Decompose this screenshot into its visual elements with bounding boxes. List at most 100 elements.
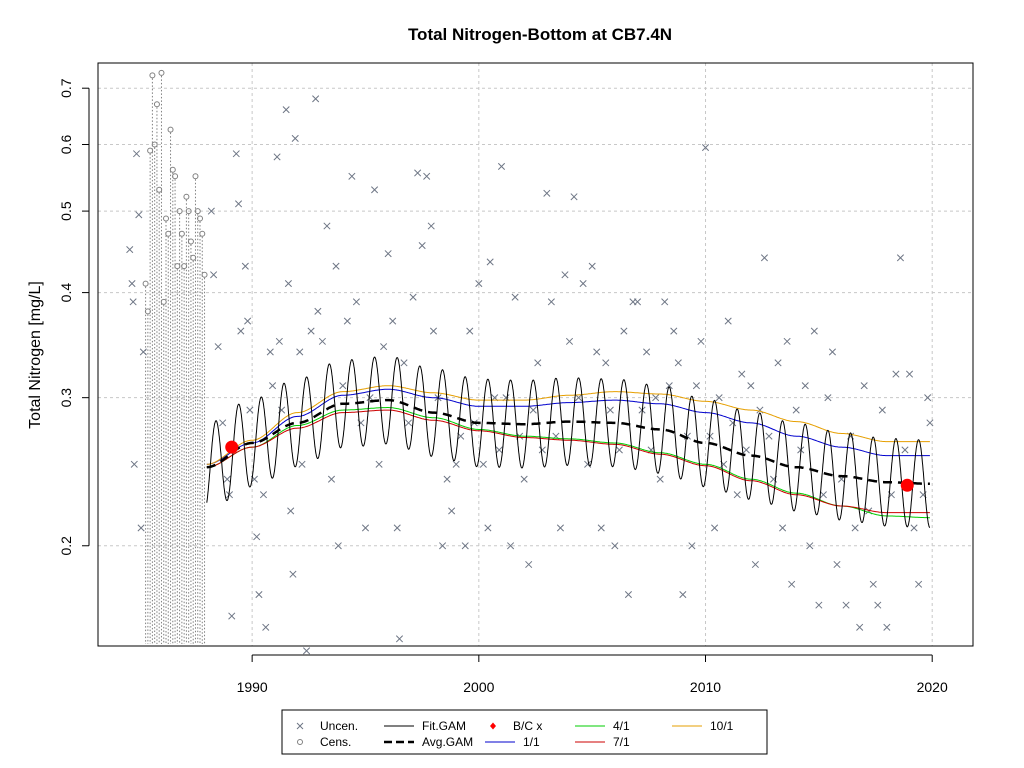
uncensored-point: [688, 542, 696, 550]
censored-point: [147, 147, 154, 154]
uncensored-point: [327, 475, 336, 483]
uncensored-point: [584, 460, 592, 468]
uncensored-point: [232, 150, 240, 158]
uncensored-point: [896, 254, 905, 262]
uncensored-point: [606, 406, 614, 414]
avg-gam-line: [206, 398, 930, 486]
uncensored-point: [842, 601, 850, 609]
uncensored-point: [869, 580, 877, 588]
flow-line-1-1: [206, 388, 930, 465]
uncensored-point: [241, 262, 249, 270]
uncensored-point: [747, 382, 755, 390]
uncensored-point: [656, 475, 664, 483]
legend-label: B/C x: [513, 719, 542, 733]
uncensored-point: [733, 491, 741, 499]
uncensored-point: [665, 382, 673, 390]
uncensored-point: [611, 542, 619, 550]
uncensored-point: [774, 359, 782, 367]
uncensored-point: [302, 647, 311, 655]
uncensored-point: [711, 524, 719, 532]
uncensored-point: [878, 406, 886, 414]
uncensored-point: [788, 580, 796, 588]
uncensored-point: [538, 446, 546, 454]
uncensored-point: [275, 337, 283, 345]
legend-label: Avg.GAM: [422, 735, 473, 749]
uncensored-point: [833, 560, 841, 569]
y-tick-label: 0.6: [58, 135, 74, 155]
uncensored-point: [924, 394, 932, 402]
uncensored-point: [484, 524, 492, 532]
uncensored-point: [343, 317, 351, 325]
y-tick-label: 0.3: [58, 388, 74, 408]
uncensored-point: [210, 271, 218, 279]
uncensored-point: [547, 298, 555, 306]
uncensored-point: [486, 258, 494, 266]
legend-label: 4/1: [613, 719, 630, 733]
uncensored-point: [405, 419, 413, 427]
uncensored-point: [219, 419, 227, 427]
legend-label: Fit.GAM: [422, 719, 466, 733]
uncensored-point: [348, 172, 356, 180]
censored-point: [165, 230, 172, 237]
uncensored-point: [137, 524, 145, 532]
uncensored-point: [466, 327, 474, 335]
uncensored-point: [228, 612, 236, 620]
uncensored-point: [427, 222, 435, 230]
uncensored-point: [792, 406, 800, 414]
uncensored-point: [214, 343, 222, 351]
uncensored-point: [452, 460, 460, 468]
uncensored-point: [366, 394, 374, 402]
censored-point: [158, 69, 165, 76]
uncensored-point: [715, 394, 723, 402]
uncensored-point: [602, 359, 610, 367]
uncensored-point: [674, 359, 682, 367]
uncensored-point: [282, 106, 290, 114]
x-icon: [296, 722, 304, 730]
uncensored-point: [751, 560, 759, 569]
uncensored-point: [810, 327, 818, 335]
censored-point: [160, 298, 167, 305]
uncensored-point: [701, 144, 710, 152]
censored-point: [194, 208, 201, 215]
uncensored-point: [287, 507, 295, 515]
uncensored-point: [507, 542, 515, 550]
y-axis: 0.2 0.3 0.4 0.5 0.6 0.7: [58, 78, 90, 556]
uncensored-point: [520, 475, 528, 483]
legend-label: 10/1: [710, 719, 734, 733]
uncensored-point: [284, 280, 292, 288]
uncensored-point: [262, 623, 270, 631]
uncensored-point: [255, 590, 263, 599]
uncensored-points-layer: [126, 95, 934, 655]
diamond-icon: [490, 722, 496, 730]
censored-point: [167, 126, 174, 133]
uncensored-point: [670, 327, 678, 335]
legend-label: Cens.: [320, 735, 351, 749]
uncensored-point: [409, 293, 417, 301]
x-tick-label: 2010: [690, 679, 721, 695]
uncensored-point: [779, 524, 787, 532]
uncensored-point: [742, 446, 750, 454]
uncensored-point: [765, 432, 773, 440]
uncensored-point: [296, 348, 304, 356]
legend-label: Uncen.: [320, 719, 358, 733]
uncensored-point: [384, 250, 392, 258]
y-tick-label: 0.4: [58, 283, 74, 303]
censored-point: [174, 263, 181, 270]
uncensored-point: [334, 542, 342, 550]
censored-point: [183, 193, 190, 200]
censored-point: [172, 173, 179, 180]
y-axis-label: Total Nitrogen [mg/L]: [27, 281, 44, 429]
bc-point: [900, 478, 914, 492]
uncensored-point: [643, 348, 651, 356]
uncensored-point: [801, 382, 809, 390]
uncensored-point: [692, 382, 700, 390]
uncensored-point: [860, 382, 868, 390]
uncensored-point: [332, 262, 340, 270]
censored-point: [169, 166, 176, 173]
uncensored-point: [132, 150, 141, 158]
y-tick-label: 0.2: [58, 536, 74, 556]
uncensored-point: [565, 337, 574, 345]
uncensored-point: [575, 394, 583, 402]
uncensored-point: [371, 186, 379, 194]
uncensored-point: [361, 524, 370, 532]
